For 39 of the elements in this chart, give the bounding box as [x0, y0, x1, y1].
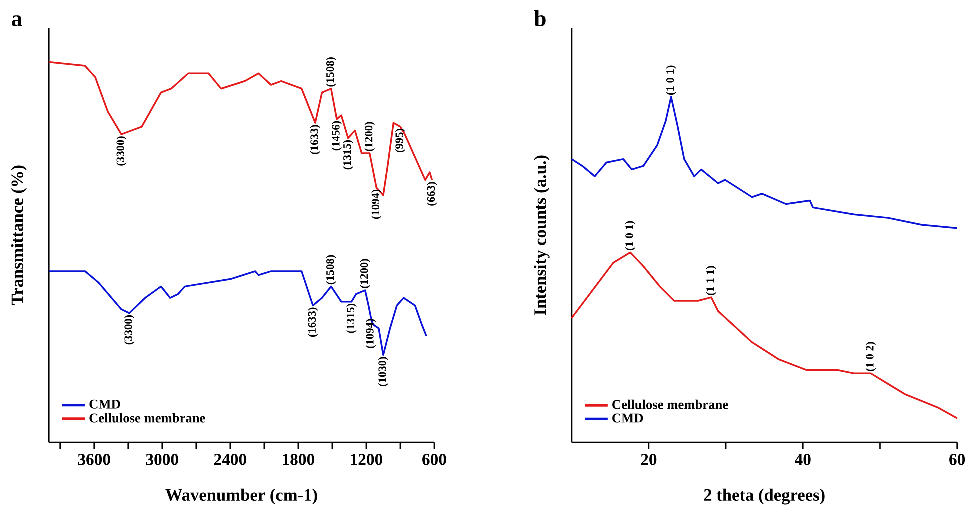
x-axis-title: 2 theta (degrees)	[704, 488, 825, 505]
annotation: (1456)	[332, 121, 342, 151]
annotation: (1200)	[364, 122, 375, 152]
annotation: (1 1 1)	[706, 266, 717, 296]
annotation: (1508)	[326, 255, 336, 285]
x-tick-label: 3000	[146, 454, 178, 466]
legend-label: Cellulose membrane	[90, 413, 206, 423]
annotation: (1094)	[372, 190, 382, 220]
annotation: (1508)	[326, 58, 336, 87]
x-axis-title: Wavenumber (cm-1)	[166, 488, 318, 505]
legend-label: CMD	[90, 400, 120, 409]
annotation: (1633)	[308, 308, 318, 338]
annotation: (1030)	[378, 357, 389, 386]
annotation: (1 0 2)	[866, 342, 876, 372]
x-tick-label: 60	[950, 454, 966, 466]
y-axis-title: Transmittance (%)	[11, 166, 27, 306]
annotation: (1315)	[343, 140, 354, 170]
annotation: (995)	[395, 129, 406, 153]
y-axis-title: Intensity counts (a.u.)	[534, 156, 550, 316]
legend-label: CMD	[612, 414, 644, 423]
x-tick-label: 20	[641, 454, 657, 466]
x-tick-label: 1200	[351, 454, 382, 466]
legend-label: Cellulose membrane	[612, 400, 728, 410]
annotation: (1094)	[366, 319, 376, 348]
x-tick-label: 2400	[214, 454, 246, 466]
annotation: (3300)	[124, 315, 135, 345]
chart-title: a	[12, 16, 22, 26]
x-tick-label: 3600	[78, 454, 110, 466]
annotation: (1200)	[360, 259, 370, 288]
annotation: (663)	[427, 182, 438, 206]
x-tick-label: 40	[795, 454, 811, 466]
annotation: (1633)	[310, 125, 321, 154]
annotation: (1315)	[346, 304, 357, 334]
annotation: (1 0 1)	[666, 66, 676, 96]
annotation: (1 0 1)	[625, 221, 636, 251]
x-tick-label: 600	[422, 454, 446, 466]
annotation: (3300)	[116, 136, 127, 166]
x-tick-label: 1800	[283, 454, 314, 466]
chart-title: b	[534, 10, 546, 26]
